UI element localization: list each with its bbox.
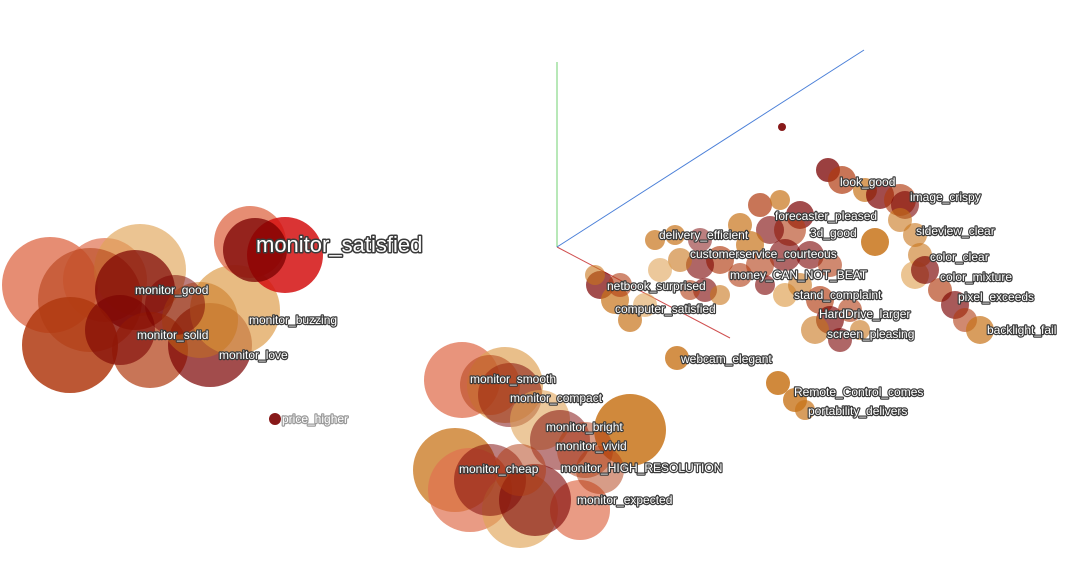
axes-group [556,49,865,339]
point-label-price-higher: price_higher [282,412,348,426]
data-point-46[interactable] [668,248,692,272]
point-label-image-crispy: image_crispy [910,190,981,204]
data-point-84[interactable] [766,371,790,395]
data-point-42[interactable] [756,216,784,244]
data-point-11[interactable] [145,275,205,335]
data-point-65[interactable] [850,320,870,340]
z-axis-line [556,49,865,248]
point-label-look-good: look_good [840,175,895,189]
data-point-41[interactable] [774,214,806,246]
points-group [2,123,994,548]
data-point-31[interactable] [576,446,624,494]
point-label-backlight-fail: backlight_fail [987,323,1056,337]
point-label-delivery-efficient: delivery_efficient [659,228,749,242]
point-label-screen-pleasing: screen_pleasing [827,327,914,341]
data-point-30[interactable] [494,444,546,496]
data-point-77[interactable] [618,308,642,332]
point-label-pixel-exceeds: pixel_exceeds [958,290,1034,304]
point-label-monitor-bright: monitor_bright [546,420,623,434]
point-label-monitor-compact: monitor_compact [510,391,603,405]
data-point-50[interactable] [688,228,712,252]
data-point-39[interactable] [861,228,889,256]
point-label-forecaster-pleased: forecaster_pleased [775,209,877,223]
data-point-54[interactable] [796,241,824,269]
data-point-63[interactable] [801,316,829,344]
x-axis-line [556,246,731,339]
data-point-57[interactable] [746,251,774,279]
point-label-monitor-satisfied: monitor_satisfied [256,232,422,257]
point-label-monitor-cheap: monitor_cheap [459,462,539,476]
data-point-86[interactable] [795,400,815,420]
point-label-color-clear: color_clear [930,250,989,264]
data-point-87[interactable] [680,280,700,300]
data-point-48[interactable] [645,230,665,250]
point-label-monitor-expected: monitor_expected [577,493,672,507]
point-label-monitor-high-resolution: monitor_HIGH_RESOLUTION [561,461,722,475]
point-label-monitor-love: monitor_love [219,348,288,362]
data-point-70[interactable] [911,256,939,284]
point-label-monitor-smooth: monitor_smooth [470,372,556,386]
point-label-customerservice-courteous: customerservice_courteous [690,247,837,261]
point-label-color-mixture: color_mixture [940,270,1012,284]
data-point-59[interactable] [788,273,812,297]
data-point-52[interactable] [748,193,772,217]
point-label-webcam-elegant: webcam_elegant [680,352,772,366]
point-label-netbook-surprised: netbook_surprised [607,279,706,293]
data-point-56[interactable] [769,239,801,271]
point-label-monitor-vivid: monitor_vivid [556,439,627,453]
data-point-78[interactable] [633,293,657,317]
point-label-stand-complaint: stand_complaint [794,288,882,302]
data-point-14[interactable] [223,218,287,282]
data-point-64[interactable] [828,328,852,352]
point-label-portability-delivers: portability_delivers [808,404,907,418]
point-label-remote-control-comes: Remote_Control_comes [794,385,923,399]
data-point-15[interactable] [269,413,281,425]
data-point-62[interactable] [838,298,862,322]
data-point-19[interactable] [460,355,520,415]
labels-group: monitor_satisfied monitor_good monitor_buz… [134,174,1058,508]
data-point-49[interactable] [665,225,685,245]
data-point-53[interactable] [770,190,790,210]
data-point-47[interactable] [648,258,672,282]
point-label-computer-satisfied: computer_satisfied [615,302,716,316]
data-point-34[interactable] [828,166,856,194]
data-point-89[interactable] [755,275,775,295]
data-point-79[interactable] [608,273,632,297]
data-point-88[interactable] [728,263,752,287]
data-point-45[interactable] [686,251,714,279]
data-point-83[interactable] [665,346,689,370]
point-label-sideview-clear: sideview_clear [916,224,995,238]
point-label-3d-good: 3d_good [810,226,857,240]
point-label-money-can-not-beat: money_CAN_NOT_BEAT [730,268,868,282]
data-point-51[interactable] [728,213,752,237]
data-point-74[interactable] [966,316,994,344]
data-point-55[interactable] [818,253,842,277]
point-label-harddrive-larger: HardDrive_larger [819,307,910,321]
data-point-66[interactable] [888,208,912,232]
data-point-67[interactable] [903,223,927,247]
data-point-80[interactable] [585,265,605,285]
point-label-monitor-good: monitor_good [135,283,208,297]
data-point-7[interactable] [85,295,155,365]
data-point-82[interactable] [710,285,730,305]
point-label-monitor-buzzing: monitor_buzzing [249,313,337,327]
point-label-monitor-solid: monitor_solid [137,328,208,342]
data-point-32[interactable] [778,123,786,131]
